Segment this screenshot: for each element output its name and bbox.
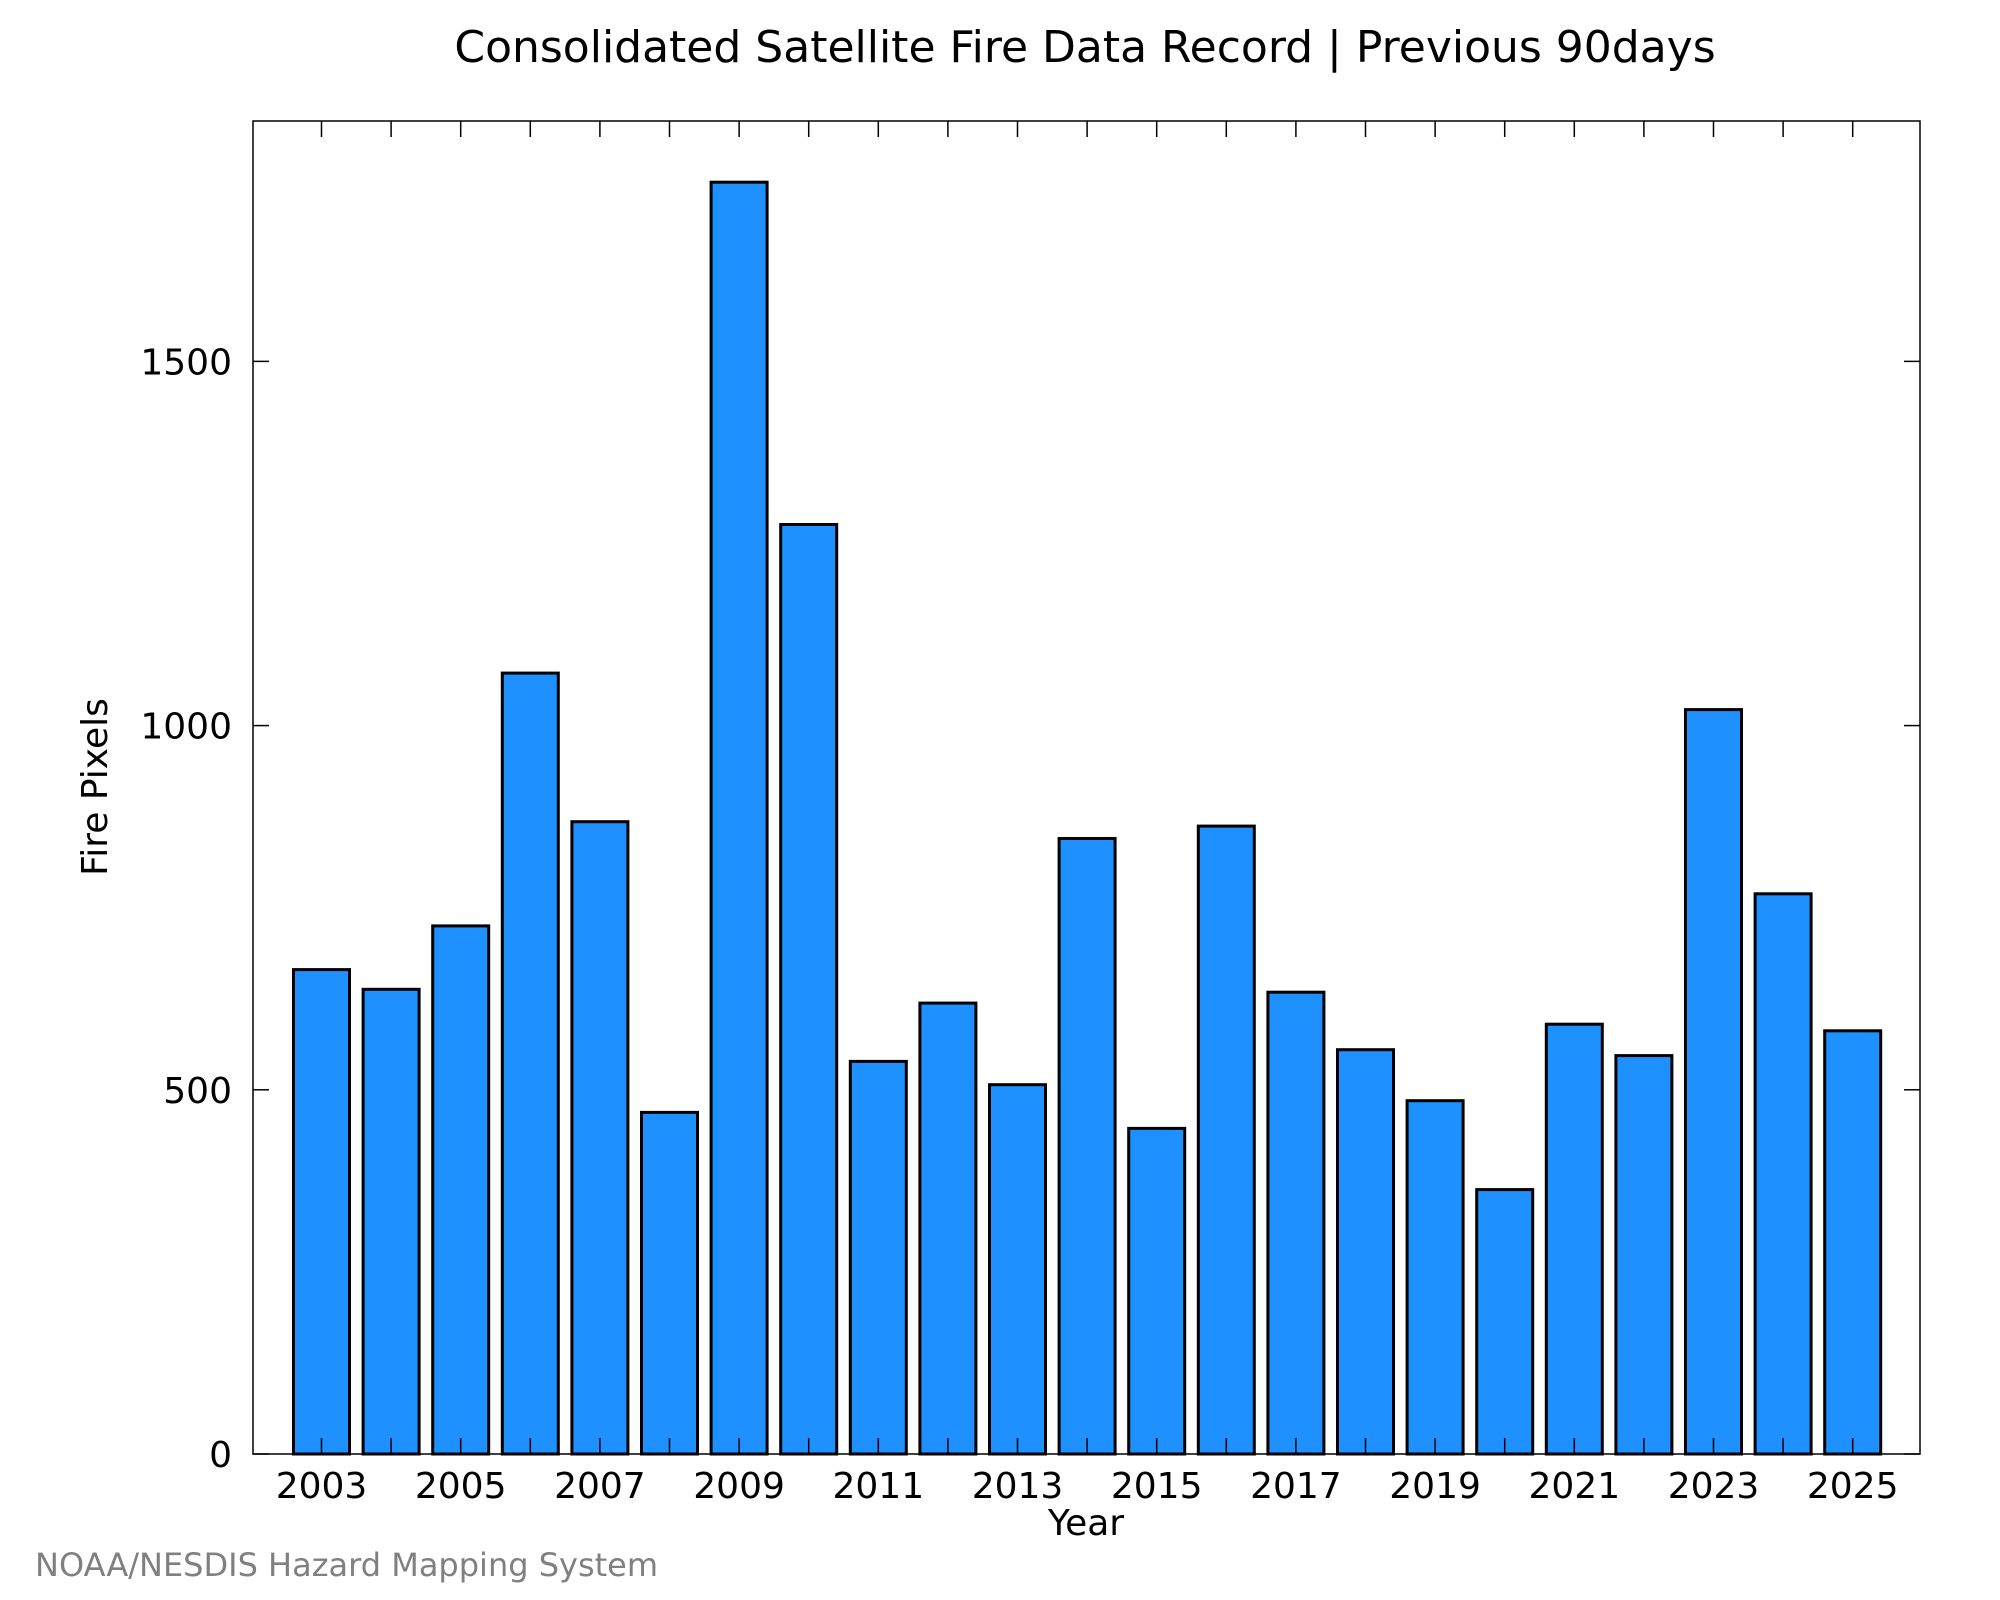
bar-2015: [1127, 1126, 1187, 1456]
bar-2025: [1823, 1029, 1883, 1456]
x-axis: 2003 2005 2007 2009 2011 2013 2015 2017 2019 2021…: [276, 121, 1899, 1507]
bar-2018: [1336, 1048, 1395, 1456]
bar-2003: [292, 968, 351, 1456]
x-tick-label: 2009: [693, 1466, 785, 1507]
bar-2021: [1544, 1022, 1604, 1456]
x-tick-label: 2007: [554, 1466, 646, 1507]
bar-2024: [1753, 892, 1813, 1456]
bar-2020: [1475, 1188, 1535, 1456]
bar-2013: [988, 1083, 1047, 1456]
y-axis: 0 500 1000 1500: [140, 342, 1920, 1476]
x-tick-label: 2003: [276, 1466, 368, 1507]
bar-2004: [361, 987, 421, 1456]
y-tick-label: 500: [163, 1071, 232, 1112]
x-tick-label: 2011: [832, 1466, 924, 1507]
bar-2006: [500, 671, 560, 1456]
x-tick-label: 2005: [415, 1466, 507, 1507]
x-tick-label: 2025: [1807, 1466, 1899, 1507]
y-tick-label: 0: [209, 1435, 232, 1476]
bar-2008: [640, 1110, 699, 1456]
x-tick-label: 2017: [1250, 1466, 1342, 1507]
y-axis-label: Fire Pixels: [75, 698, 116, 876]
bar-2011: [848, 1059, 908, 1456]
x-tick-label: 2019: [1389, 1466, 1481, 1507]
x-axis-label: Year: [1047, 1503, 1124, 1544]
bar-2022: [1614, 1054, 1674, 1456]
bar-2019: [1405, 1099, 1465, 1456]
y-tick-label: 1500: [140, 342, 232, 383]
x-tick-label: 2013: [972, 1466, 1064, 1507]
bar-2009: [709, 180, 769, 1456]
y-tick-label: 1000: [140, 707, 232, 748]
credit-text: NOAA/NESDIS Hazard Mapping System: [35, 1546, 658, 1584]
bar-2014: [1057, 837, 1117, 1456]
bar-2005: [431, 924, 491, 1456]
bar-2017: [1266, 990, 1326, 1456]
x-tick-label: 2023: [1668, 1466, 1760, 1507]
bar-2012: [918, 1001, 978, 1456]
bar-2016: [1196, 824, 1256, 1456]
bar-2007: [570, 820, 630, 1456]
bar-2023: [1684, 708, 1743, 1456]
bar-2010: [779, 523, 839, 1456]
bar-group: [292, 180, 1883, 1456]
x-tick-label: 2021: [1528, 1466, 1620, 1507]
x-tick-label: 2015: [1111, 1466, 1203, 1507]
chart-title: Consolidated Satellite Fire Data Record …: [454, 22, 1715, 73]
